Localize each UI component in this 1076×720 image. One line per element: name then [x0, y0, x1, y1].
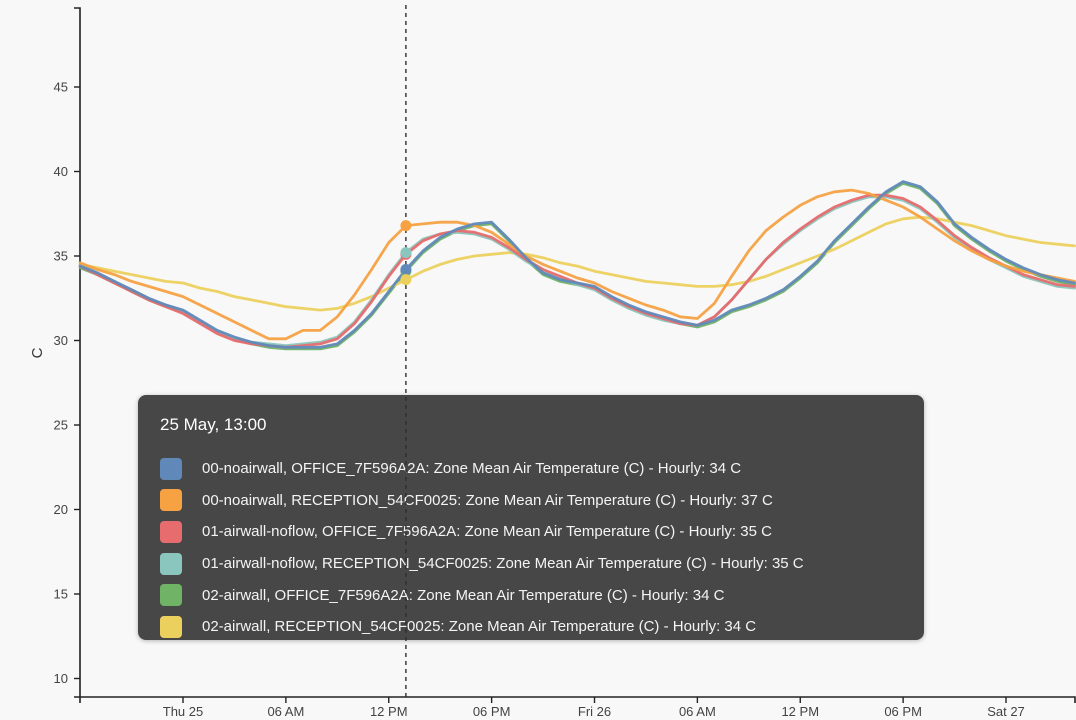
series-line-1	[78, 188, 1076, 341]
tooltip-series-row: 02-airwall, RECEPTION_54CF0025: Zone Mea…	[160, 611, 906, 643]
tooltip-rows: 00-noairwall, OFFICE_7F596A2A: Zone Mean…	[160, 453, 906, 643]
series-color-swatch	[160, 489, 182, 512]
series-color-swatch	[160, 615, 182, 638]
y-tick-label: 30	[54, 333, 68, 348]
hover-tooltip: 25 May, 13:00 00-noairwall, OFFICE_7F596…	[138, 395, 924, 640]
tooltip-series-row: 01-airwall-noflow, OFFICE_7F596A2A: Zone…	[160, 516, 906, 548]
series-line-0	[78, 180, 1076, 349]
y-tick-label: 45	[54, 80, 68, 95]
x-tick-label: Fri 26	[578, 704, 611, 719]
x-tick-label: 06 AM	[267, 704, 304, 719]
y-tick-label: 10	[54, 671, 68, 686]
y-axis-line	[74, 7, 81, 698]
tooltip-series-row: 01-airwall-noflow, RECEPTION_54CF0025: Z…	[160, 548, 906, 580]
x-tick-label: 12 PM	[781, 704, 819, 719]
x-tick-label: 06 AM	[679, 704, 716, 719]
series-color-swatch	[160, 520, 182, 543]
hover-layer	[400, 5, 412, 697]
tooltip-series-row: 02-airwall, OFFICE_7F596A2A: Zone Mean A…	[160, 579, 906, 611]
x-tick-label: 06 PM	[473, 704, 511, 719]
tooltip-header: 25 May, 13:00	[160, 415, 267, 434]
y-tick-label: 35	[54, 249, 68, 264]
y-axis-title: C	[29, 347, 46, 358]
x-tick-label: Sat 27	[987, 704, 1025, 719]
hover-point-dot-5	[400, 274, 412, 286]
tooltip-series-label: 00-noairwall, RECEPTION_54CF0025: Zone M…	[202, 491, 773, 509]
tooltip-series-label: 01-airwall-noflow, RECEPTION_54CF0025: Z…	[202, 555, 804, 573]
tooltip-series-label: 02-airwall, RECEPTION_54CF0025: Zone Mea…	[202, 618, 757, 636]
y-tick-label: 40	[54, 164, 68, 179]
x-tick-label: 12 PM	[370, 704, 408, 719]
x-tick-label: Thu 25	[163, 704, 203, 719]
tooltip-series-label: 00-noairwall, OFFICE_7F596A2A: Zone Mean…	[202, 460, 742, 478]
series-lines	[78, 180, 1076, 351]
hover-point-dot-0	[400, 264, 412, 276]
y-tick-label: 20	[54, 502, 68, 517]
tooltip-series-row: 00-noairwall, RECEPTION_54CF0025: Zone M…	[160, 485, 906, 517]
series-line-5	[78, 215, 1076, 312]
series-color-swatch	[160, 584, 182, 607]
hover-point-dot-1	[400, 220, 412, 232]
axes: 10 15 20 25 30 35 40 45 Thu 25 06 AM 12 PM 06 PM Fri…	[54, 7, 1076, 719]
y-tick-label: 25	[54, 418, 68, 433]
hover-point-dot-3	[400, 247, 412, 259]
x-tick-label: 06 PM	[884, 704, 922, 719]
tooltip-series-row: 00-noairwall, OFFICE_7F596A2A: Zone Mean…	[160, 453, 906, 485]
x-axis-line	[79, 696, 1076, 703]
tooltip-series-label: 01-airwall-noflow, OFFICE_7F596A2A: Zone…	[202, 523, 772, 541]
series-color-swatch	[160, 457, 182, 480]
tooltip-series-label: 02-airwall, OFFICE_7F596A2A: Zone Mean A…	[202, 586, 725, 604]
series-color-swatch	[160, 552, 182, 575]
y-tick-label: 15	[54, 587, 68, 602]
